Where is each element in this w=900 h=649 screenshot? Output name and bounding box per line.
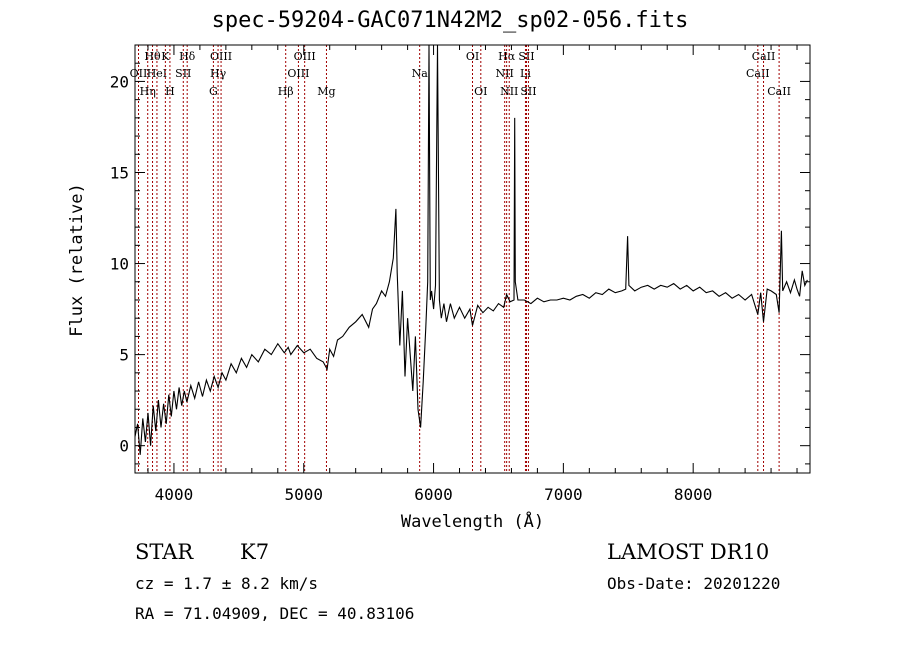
x-tick-label: 7000: [544, 485, 583, 504]
obs-date: Obs-Date: 20201220: [607, 574, 781, 593]
coordinates: RA = 71.04909, DEC = 40.83106: [135, 604, 415, 623]
y-tick-label: 0: [119, 437, 129, 456]
line-marker-label: Hη: [140, 85, 156, 98]
x-tick-label: 8000: [674, 485, 713, 504]
line-marker-label: OII: [130, 67, 148, 80]
cz-value: cz = 1.7 ± 8.2 km/s: [135, 574, 319, 593]
y-axis-label: Flux (relative): [67, 183, 87, 337]
line-marker-label: OI: [466, 50, 479, 63]
y-tick-label: 20: [110, 72, 129, 91]
survey-label: LAMOST DR10: [607, 540, 770, 564]
line-marker-label: K: [161, 50, 170, 63]
line-marker-label: H: [165, 85, 175, 98]
line-marker-label: Hδ: [179, 50, 196, 63]
line-marker-label: OIII: [294, 50, 316, 63]
object-class: STAR: [135, 540, 194, 564]
line-marker-label: Mg: [317, 85, 335, 98]
spectrum-line-0: [134, 44, 808, 455]
spectrum-series: [134, 44, 808, 455]
line-marker-label: NII: [500, 85, 518, 98]
y-tick-label: 15: [110, 163, 129, 182]
x-tick-label: 4000: [155, 485, 194, 504]
x-tick-label: 6000: [414, 485, 453, 504]
line-marker-label: CaII: [767, 85, 791, 98]
y-tick-label: 10: [110, 255, 129, 274]
line-marker-label: Hβ: [278, 85, 294, 98]
line-marker-label: SII: [518, 50, 534, 63]
line-marker-label: CaII: [746, 67, 770, 80]
line-marker-label: OIII: [287, 67, 309, 80]
line-marker-label: G: [209, 85, 218, 98]
plot-frame: [134, 44, 811, 474]
axes: 4000 5000 6000 7000 8000 0 5 10 15 20: [110, 44, 811, 504]
line-marker-label: Hθ: [144, 50, 161, 63]
line-marker-label: HeI: [147, 67, 167, 80]
line-marker-label: CaII: [752, 50, 776, 63]
x-axis-label: Wavelength (Å): [400, 512, 545, 532]
line-marker-label: Na: [412, 67, 429, 80]
line-marker-label: NII: [496, 67, 514, 80]
y-tick-label: 5: [119, 346, 129, 365]
x-tick-label: 5000: [284, 485, 323, 504]
line-marker-label: Hγ: [210, 67, 227, 80]
chart-title: spec-59204-GAC071N42M2_sp02-056.fits: [211, 8, 689, 33]
line-marker-label: Hα: [498, 50, 516, 63]
line-marker-label: OI: [474, 85, 487, 98]
line-marker-label: SII: [520, 85, 536, 98]
line-marker-label: OIII: [210, 50, 232, 63]
object-subclass: K7: [240, 540, 270, 564]
line-marker-label: Li: [520, 67, 531, 80]
line-marker-label: SII: [175, 67, 191, 80]
line-markers: OIIHηHθHeIKHSIIHδGHγOIIIHβOIIIOIIIMgNaOI…: [130, 45, 791, 473]
